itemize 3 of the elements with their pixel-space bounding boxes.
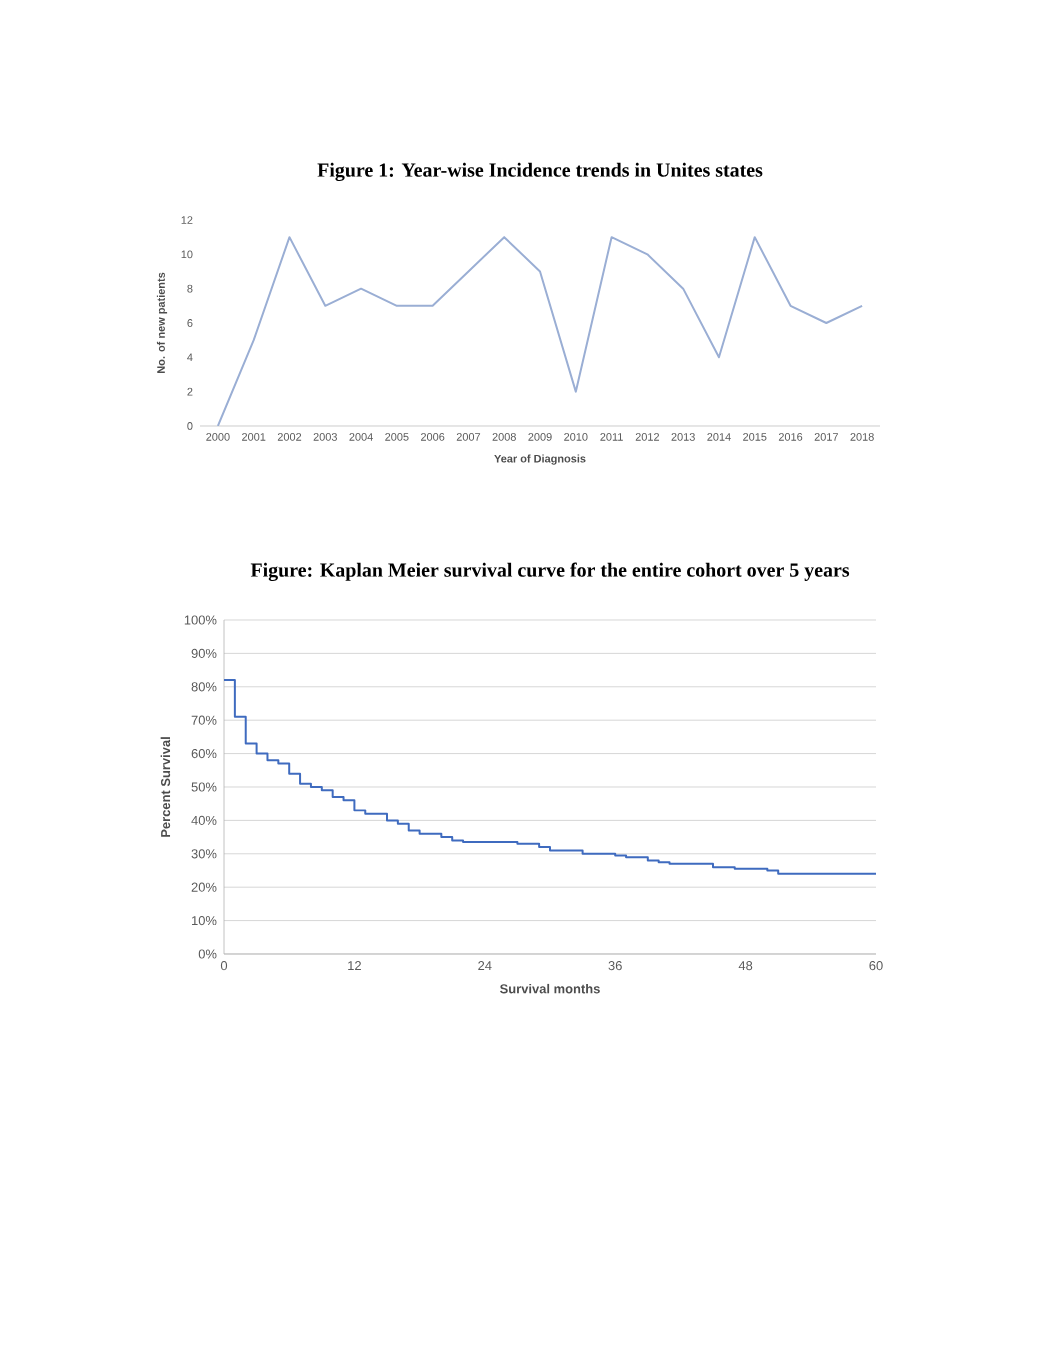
chart-title: Figure 1: Year-wise Incidence trends in Unites states [317, 162, 763, 181]
line-series [216, 236, 864, 426]
chart-title: Figure: Kaplan Meier survival curve for the entire cohort over 5 years [250, 562, 850, 582]
